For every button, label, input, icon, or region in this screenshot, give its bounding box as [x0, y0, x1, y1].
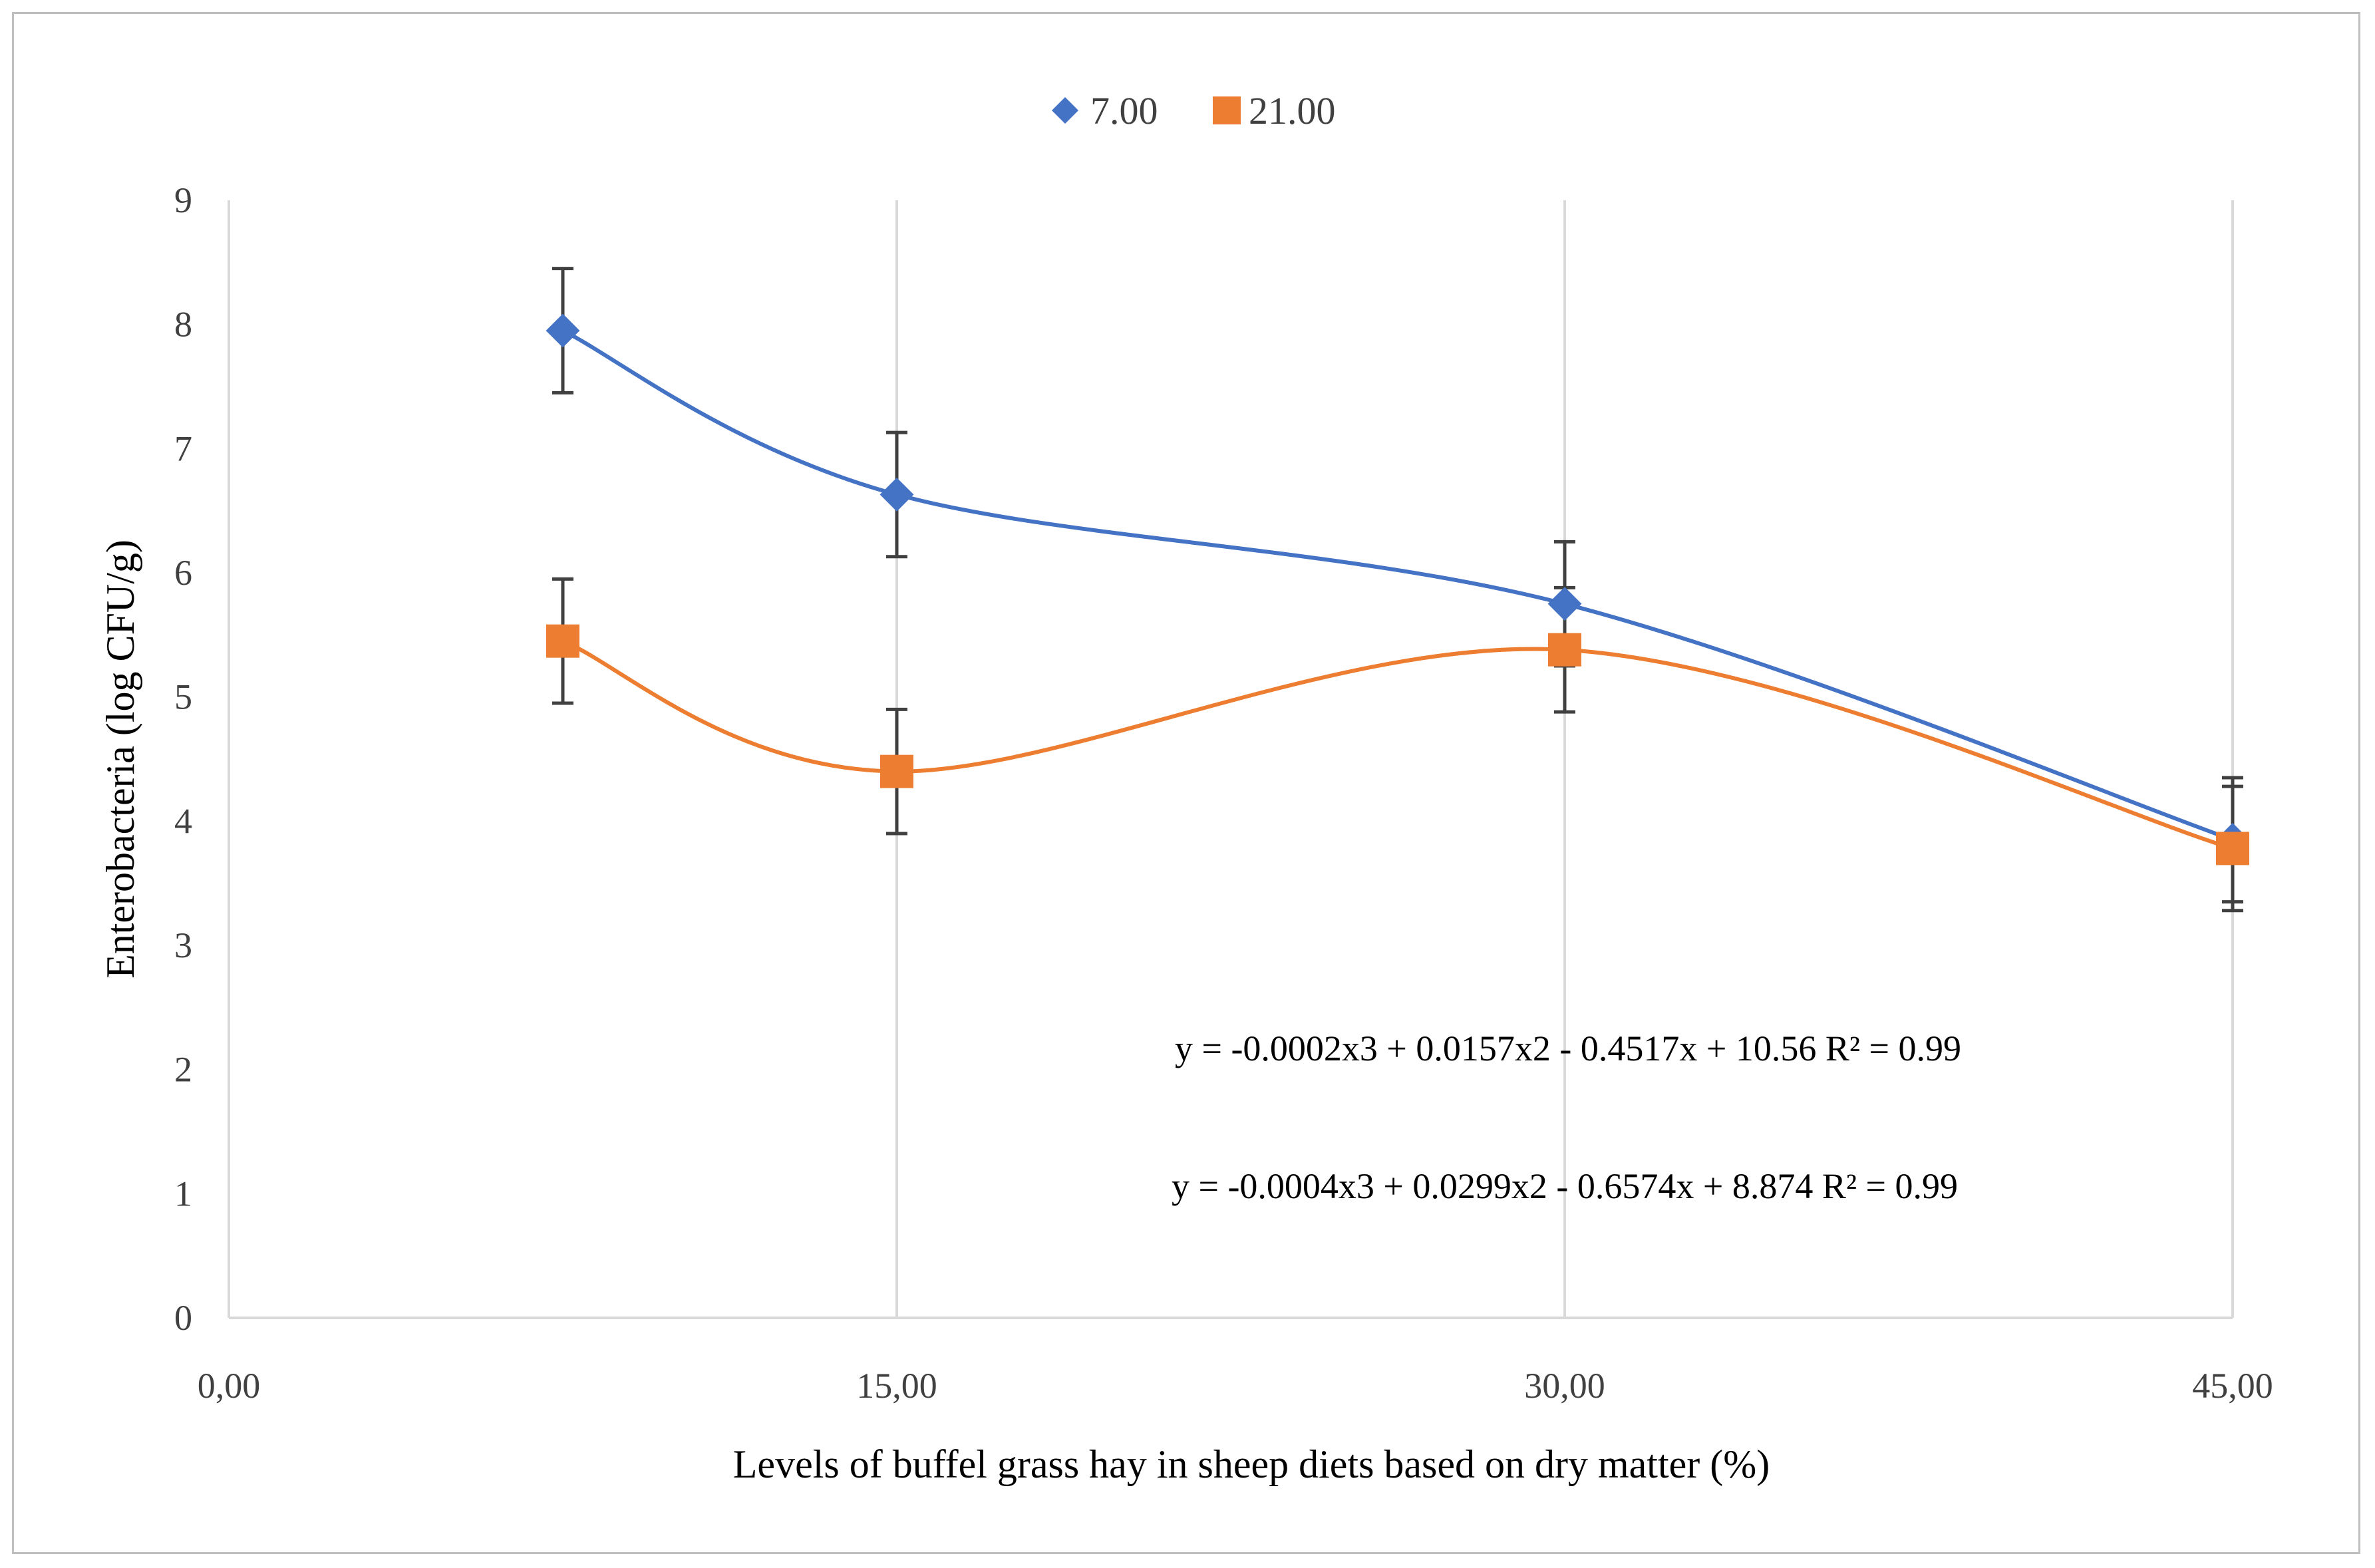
legend-item-series-21: 21.00	[1213, 89, 1336, 132]
data-point-diamond	[546, 313, 580, 348]
trend-curves	[561, 329, 2233, 851]
y-tick-label: 1	[174, 1174, 192, 1213]
x-tick-label: 15,00	[856, 1366, 937, 1406]
data-point-square	[2216, 832, 2249, 865]
y-tick-label: 6	[174, 553, 192, 593]
tick-labels: 0 1 2 3 4 5 6 7 8 9 0,00 15,00 30,00 45,00	[174, 180, 2273, 1406]
x-tick-label: 30,00	[1524, 1366, 1605, 1406]
trend-curve-series-0	[561, 329, 2233, 842]
data-point-diamond	[1547, 587, 1582, 621]
legend-label-series-21: 21.00	[1249, 89, 1336, 132]
x-axis-title: Levels of buffel grass hay in sheep diet…	[733, 1442, 1770, 1486]
legend-marker-square	[1213, 96, 1241, 124]
y-tick-label: 5	[174, 677, 192, 717]
axes	[228, 200, 2233, 1319]
y-tick-label: 7	[174, 428, 192, 468]
y-tick-label: 9	[174, 180, 192, 220]
x-tick-label: 0,00	[198, 1366, 261, 1406]
y-tick-label: 2	[174, 1050, 192, 1090]
data-point-square	[1548, 633, 1581, 667]
equation-annotation-1: y = -0.0002x3 + 0.0157x2 - 0.4517x + 10.…	[1175, 1028, 1961, 1068]
equation-annotation-2: y = -0.0004x3 + 0.0299x2 - 0.6574x + 8.8…	[1172, 1166, 1958, 1206]
error-bars	[552, 267, 2243, 913]
chart-frame: 0 1 2 3 4 5 6 7 8 9 0,00 15,00 30,00 45,00 7.00 21.00…	[12, 12, 2360, 1554]
y-tick-label: 3	[174, 925, 192, 965]
legend-item-series-7: 7.00	[1052, 89, 1158, 132]
trend-curve-series-1	[561, 639, 2233, 851]
data-point-diamond	[879, 477, 914, 512]
x-tick-label: 45,00	[2192, 1366, 2273, 1406]
legend: 7.00 21.00	[1052, 89, 1336, 132]
enterobacteria-chart: 0 1 2 3 4 5 6 7 8 9 0,00 15,00 30,00 45,00 7.00 21.00…	[98, 89, 2273, 1486]
data-points	[546, 313, 2250, 865]
y-tick-label: 8	[174, 305, 192, 345]
y-tick-label: 4	[174, 801, 192, 841]
data-point-square	[546, 624, 579, 658]
y-tick-label: 0	[174, 1298, 192, 1338]
data-point-square	[880, 754, 913, 788]
gridlines	[895, 200, 2234, 1318]
legend-marker-diamond	[1052, 97, 1078, 124]
y-axis-title: Enterobacteria (log CFU/g)	[98, 540, 142, 979]
legend-label-series-7: 7.00	[1090, 89, 1158, 132]
